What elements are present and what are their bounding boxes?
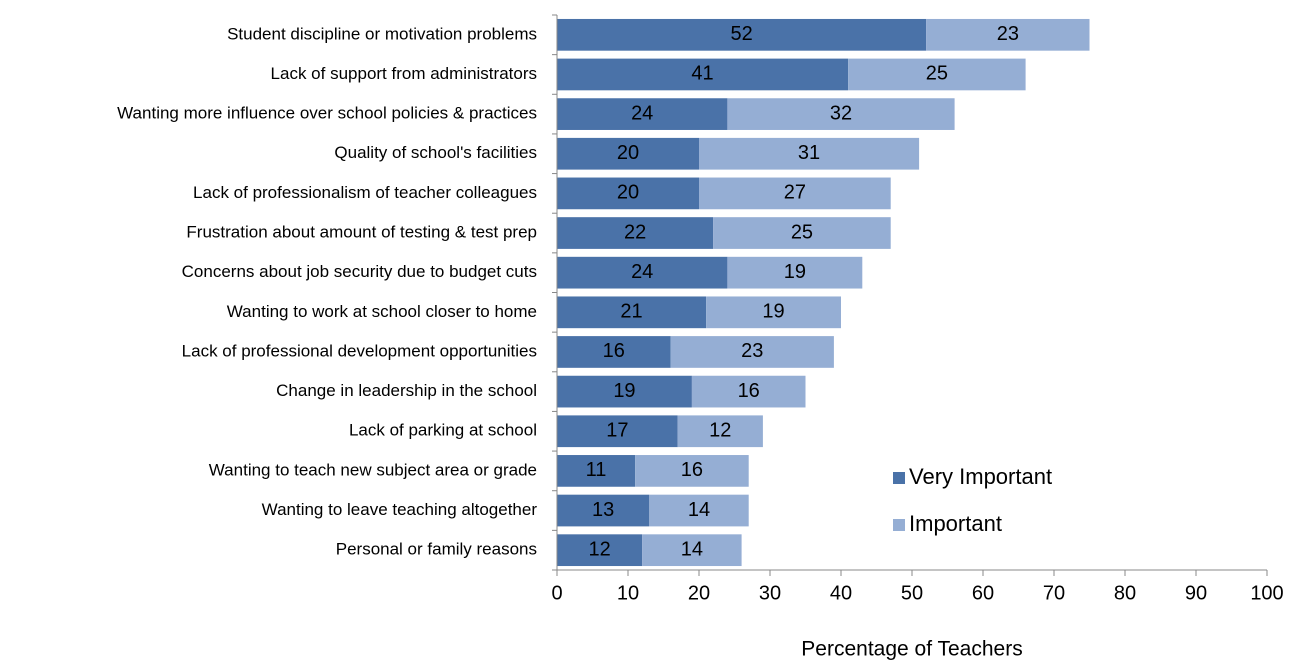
category-label: Student discipline or motivation problem… [227,24,537,43]
bar-segment [848,58,1026,91]
bar-segment [557,415,678,448]
bar-segment [557,18,927,51]
bar-segment [691,375,806,408]
value-label: 24 [631,102,653,124]
bar-segment [706,296,841,329]
legend-swatch [893,472,905,484]
category-label: Quality of school's facilities [334,143,537,162]
bar-segment [699,177,891,210]
category-label: Personal or family reasons [336,540,537,559]
category-label: Wanting to work at school closer to home [227,302,537,321]
bar-segment [557,98,728,130]
value-label: 32 [830,102,852,124]
value-label: 19 [784,261,806,283]
legend-label: Very Important [909,464,1052,489]
value-label: 19 [762,301,784,323]
bar-segment [557,256,728,289]
value-label: 24 [631,261,653,283]
value-label: 27 [784,182,806,204]
bar-segment [677,415,763,448]
value-label: 16 [738,380,760,402]
bar-segment [699,137,920,170]
value-label: 20 [617,142,639,164]
category-label: Concerns about job security due to budge… [182,262,537,281]
bar-segment [557,336,671,368]
bar-segment [642,534,742,567]
x-tick-label: 90 [1185,582,1207,604]
bar-segment [557,455,636,487]
value-label: 12 [709,420,731,442]
category-label: Change in leadership in the school [276,381,537,400]
category-label: Lack of parking at school [349,421,537,440]
value-label: 16 [681,459,703,481]
x-tick-label: 0 [551,582,562,604]
bar-segment [557,534,643,567]
value-label: 12 [588,538,610,560]
x-tick-label: 50 [901,582,923,604]
category-label: Wanting more influence over school polic… [117,104,537,123]
category-label: Lack of professionalism of teacher colle… [193,183,537,202]
value-label: 13 [592,499,614,521]
value-label: 21 [620,301,642,323]
bar-segment [557,137,699,170]
x-tick-label: 30 [759,582,781,604]
category-label: Frustration about amount of testing & te… [186,223,537,242]
value-label: 14 [681,538,703,560]
bar-segment [557,296,707,329]
value-label: 22 [624,221,646,243]
value-label: 23 [997,23,1019,45]
bar-segment [557,58,849,91]
bar-segment [557,217,714,249]
category-label: Wanting to leave teaching altogether [262,500,538,519]
value-label: 25 [926,63,948,85]
value-label: 52 [730,23,752,45]
bar-segment [635,455,749,487]
value-label: 31 [798,142,820,164]
value-label: 19 [613,380,635,402]
bar-segment [557,177,699,210]
x-tick-label: 80 [1114,582,1136,604]
category-label: Lack of support from administrators [271,64,537,83]
x-tick-label: 20 [688,582,710,604]
bar-segment [926,18,1090,51]
value-label: 20 [617,182,639,204]
value-label: 14 [688,499,710,521]
value-label: 11 [586,459,607,481]
value-label: 41 [691,63,713,85]
legend-label: Important [909,511,1002,536]
x-axis-title: Percentage of Teachers [801,638,1022,661]
x-tick-label: 10 [617,582,639,604]
value-label: 25 [791,221,813,243]
bar-segment [727,256,863,289]
category-label: Lack of professional development opportu… [182,341,537,360]
bar-segment [727,98,955,130]
category-label: Wanting to teach new subject area or gra… [209,460,537,479]
x-tick-label: 100 [1250,582,1283,604]
bar-segment [557,494,650,527]
bar-segment [670,336,834,368]
value-label: 23 [741,340,763,362]
value-label: 16 [603,340,625,362]
legend-swatch [893,519,905,531]
x-tick-label: 70 [1043,582,1065,604]
x-tick-label: 40 [830,582,852,604]
bar-segment [557,375,692,408]
value-label: 17 [606,420,628,442]
bar-segment [649,494,749,527]
x-tick-label: 60 [972,582,994,604]
bar-segment [713,217,891,249]
